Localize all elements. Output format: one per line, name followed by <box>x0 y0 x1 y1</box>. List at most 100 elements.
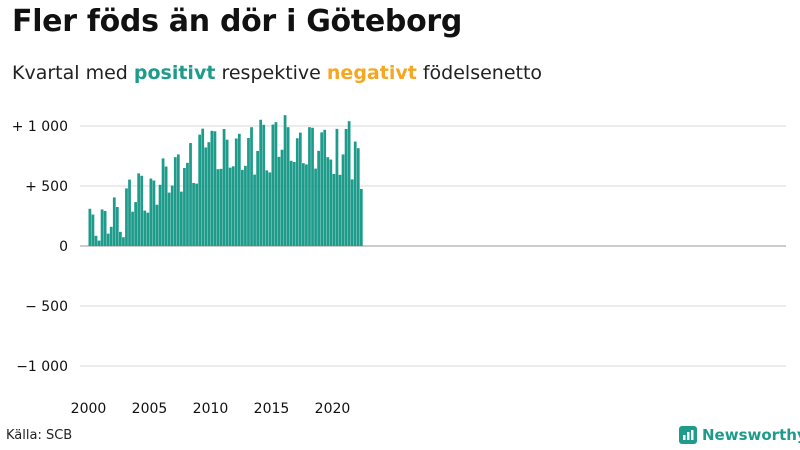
grid-lines <box>80 125 786 367</box>
bar <box>320 132 324 246</box>
bar <box>338 174 342 246</box>
bar <box>176 154 180 246</box>
bar <box>146 212 150 246</box>
bar <box>137 173 141 246</box>
subtitle-suffix: födelsenetto <box>416 62 543 84</box>
bar <box>302 163 305 246</box>
bar <box>295 138 299 246</box>
bar <box>289 160 293 246</box>
bar <box>350 179 354 246</box>
x-tick-label: 2010 <box>193 401 229 417</box>
bar <box>314 168 317 246</box>
source-note: Källa: SCB <box>6 428 73 443</box>
bar-chart-logo-icon <box>679 426 697 444</box>
bar <box>100 209 104 246</box>
bar <box>149 178 153 246</box>
newsworthy-logo[interactable]: Newsworthy <box>679 426 800 444</box>
bar <box>201 128 205 246</box>
bar <box>356 148 360 246</box>
bar <box>131 211 134 246</box>
bar <box>280 149 284 246</box>
bar <box>173 157 177 246</box>
bar <box>112 197 116 246</box>
bar <box>189 143 192 246</box>
bar <box>161 158 165 246</box>
bar <box>106 233 110 246</box>
bar <box>94 235 98 246</box>
chart-subtitle: Kvartal med positivt respektive negativt… <box>12 62 542 84</box>
bar <box>192 183 195 246</box>
bar <box>298 132 302 246</box>
bar <box>247 138 250 246</box>
subtitle-prefix: Kvartal med <box>12 62 134 84</box>
bar <box>308 127 311 246</box>
y-tick-label: + 1 000 <box>12 119 68 135</box>
bar <box>134 202 137 246</box>
bar <box>210 130 214 246</box>
bar <box>292 162 296 246</box>
bar <box>119 231 122 246</box>
bar <box>305 164 308 246</box>
bar <box>198 134 202 246</box>
bar <box>244 165 247 246</box>
bars <box>88 115 363 246</box>
chart-title: Fler föds än dör i Göteborg <box>12 4 463 39</box>
bar <box>347 121 351 246</box>
bar <box>219 168 223 246</box>
bar <box>88 208 92 246</box>
bar <box>213 131 217 246</box>
y-axis-ticks: + 1 000 + 500 0 − 500 −1 000 <box>12 119 68 375</box>
bar <box>274 122 278 246</box>
y-tick-label: −1 000 <box>16 359 68 375</box>
bar <box>91 214 95 246</box>
bar <box>234 138 238 246</box>
bar <box>164 166 168 246</box>
bar <box>158 184 162 246</box>
bar <box>353 141 357 246</box>
bar <box>335 128 339 246</box>
bar <box>344 129 348 246</box>
bar <box>152 180 156 246</box>
bar <box>341 154 345 246</box>
bar <box>332 174 336 246</box>
bar <box>326 157 330 246</box>
bar <box>228 167 232 246</box>
bar <box>180 191 183 246</box>
bar <box>167 192 171 246</box>
bar <box>271 124 275 246</box>
bar <box>262 124 266 246</box>
bar <box>170 185 174 246</box>
subtitle-negative-word: negativt <box>326 62 417 84</box>
bar <box>155 204 159 246</box>
bar <box>222 129 226 246</box>
y-tick-label: + 500 <box>25 179 68 195</box>
bar <box>317 150 320 246</box>
bar <box>277 156 281 246</box>
subtitle-positive-word: positivt <box>133 62 216 84</box>
y-tick-label: − 500 <box>25 299 68 315</box>
bar <box>286 127 290 246</box>
bar <box>195 183 198 246</box>
bar <box>311 127 314 246</box>
x-tick-label: 2000 <box>71 401 107 417</box>
x-tick-label: 2005 <box>132 401 168 417</box>
bar <box>283 115 287 246</box>
bar <box>268 172 272 246</box>
bar <box>125 188 128 246</box>
bar <box>143 210 147 246</box>
bar <box>231 166 235 246</box>
bar <box>128 179 131 246</box>
bar <box>97 240 101 246</box>
bar <box>115 207 119 246</box>
bar <box>122 237 125 246</box>
bar <box>241 169 244 246</box>
bar <box>103 210 107 246</box>
y-tick-label: 0 <box>59 239 68 255</box>
bar <box>359 189 363 246</box>
bar <box>140 175 144 246</box>
bar <box>109 226 113 246</box>
bar <box>329 159 333 246</box>
bar <box>250 127 253 246</box>
bar <box>183 168 186 246</box>
